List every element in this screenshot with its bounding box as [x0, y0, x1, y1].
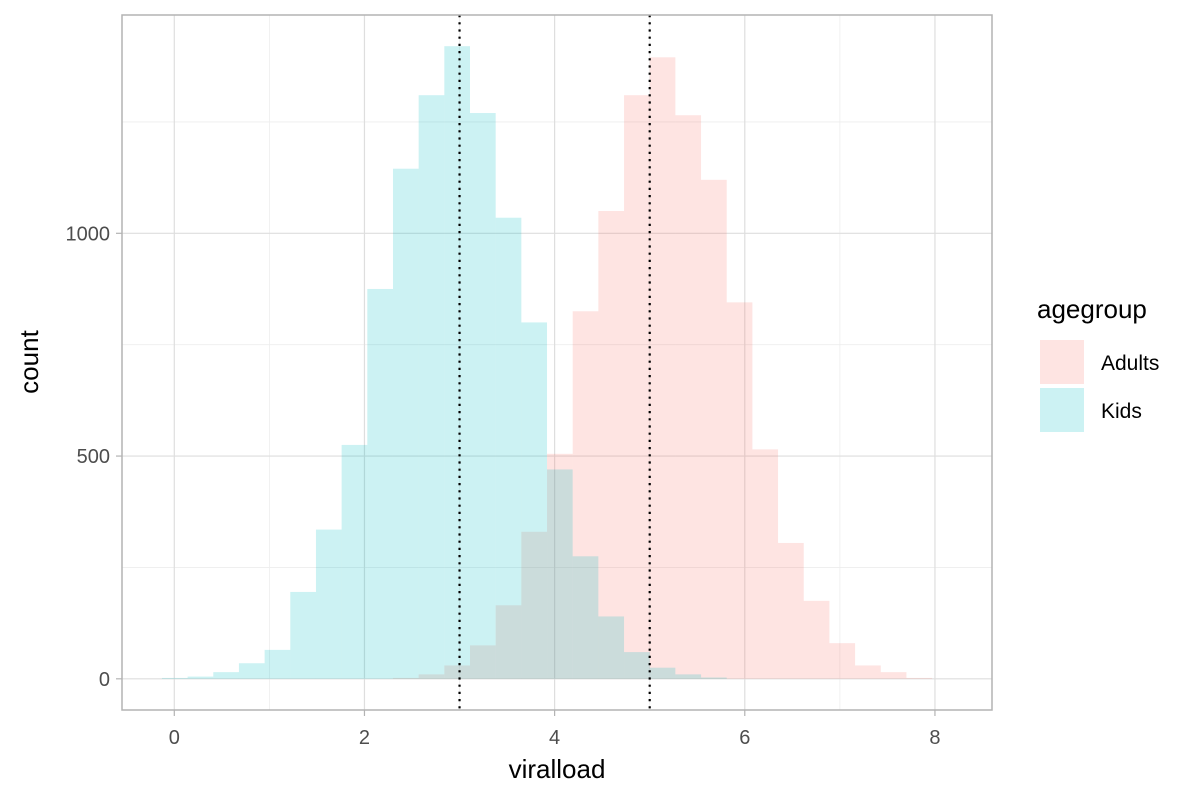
bar-adults	[444, 665, 470, 679]
bars-kids	[161, 46, 727, 679]
bar-kids	[187, 676, 214, 679]
bar-kids	[521, 322, 548, 679]
bar-adults	[855, 665, 881, 679]
bar-kids	[444, 46, 470, 679]
x-tick-label: 8	[929, 727, 940, 749]
bar-adults	[803, 600, 830, 679]
y-tick-label: 0	[99, 669, 110, 691]
bar-adults	[392, 677, 419, 679]
x-tick-label: 0	[169, 727, 180, 749]
bar-adults	[624, 95, 650, 679]
bar-kids	[392, 168, 419, 679]
bar-kids	[624, 652, 650, 679]
legend-key-adults	[1040, 340, 1084, 384]
bar-kids	[495, 217, 522, 679]
bar-adults	[726, 302, 753, 679]
bar-adults	[521, 531, 548, 679]
bar-kids	[649, 667, 676, 679]
bar-kids	[213, 672, 239, 679]
bar-adults	[778, 542, 804, 679]
y-tick-label: 500	[77, 446, 110, 468]
x-axis-title: viralload	[509, 754, 606, 784]
bar-kids	[367, 288, 393, 679]
bar-adults	[572, 311, 599, 679]
bar-kids	[290, 591, 316, 679]
bar-kids	[572, 556, 599, 679]
bar-adults	[495, 605, 522, 679]
bar-kids	[701, 677, 727, 679]
bar-kids	[238, 663, 265, 679]
legend-key-kids	[1040, 388, 1084, 432]
bar-kids	[598, 616, 625, 679]
legend: agegroup Adults Kids	[1037, 294, 1159, 432]
bar-kids	[264, 649, 291, 679]
y-tick-label: 1000	[66, 223, 111, 245]
x-tick-label: 6	[739, 727, 750, 749]
reference-lines	[458, 15, 651, 710]
x-tick-label: 2	[359, 727, 370, 749]
bar-adults	[829, 643, 856, 679]
bar-adults	[675, 115, 702, 679]
bar-kids	[418, 95, 445, 679]
bar-kids	[470, 113, 496, 679]
bar-adults	[418, 674, 445, 679]
legend-label-adults: Adults	[1101, 352, 1159, 375]
bar-kids	[315, 529, 342, 679]
legend-title: agegroup	[1037, 294, 1147, 324]
bar-kids	[547, 469, 573, 679]
bar-adults	[880, 672, 907, 679]
bar-adults	[649, 57, 676, 679]
bar-adults	[701, 179, 727, 679]
major-gridlines	[122, 15, 992, 710]
bar-adults	[752, 449, 779, 679]
bar-adults	[547, 453, 573, 679]
bars-adults	[392, 57, 933, 679]
legend-label-kids: Kids	[1101, 400, 1142, 423]
x-tick-label: 4	[549, 727, 560, 749]
y-axis-title: count	[14, 329, 44, 393]
bar-adults	[470, 645, 496, 679]
bar-adults	[906, 677, 933, 679]
y-axis-ticks: 0 500 1000	[66, 223, 122, 691]
bar-kids	[341, 444, 368, 679]
legend-items: Adults Kids	[1040, 340, 1159, 432]
bar-adults	[598, 211, 625, 679]
bar-kids	[675, 674, 702, 679]
bar-kids	[161, 677, 188, 679]
plot-panel-border	[121, 14, 993, 711]
x-axis-ticks: 0 2 4 6 8	[169, 710, 941, 749]
plot-panel-background	[122, 15, 992, 710]
